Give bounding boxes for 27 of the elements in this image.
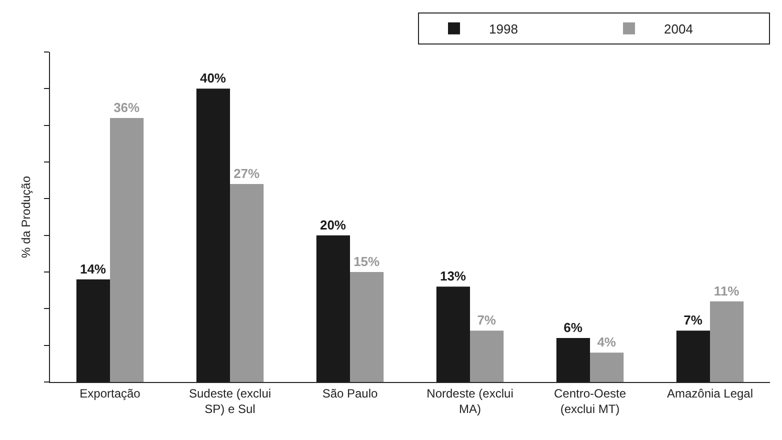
bar bbox=[710, 301, 744, 382]
x-tick-label: São Paulo bbox=[322, 386, 378, 400]
x-tick-label: Exportação bbox=[80, 386, 141, 400]
data-label: 27% bbox=[234, 166, 260, 181]
data-label: 15% bbox=[354, 254, 380, 269]
data-label: 7% bbox=[477, 312, 496, 328]
x-tick-label: Sudeste (exclui SP) e Sul bbox=[188, 386, 272, 416]
data-label: 20% bbox=[320, 217, 346, 232]
data-label: 6% bbox=[564, 320, 583, 335]
legend-label: 1998 bbox=[489, 21, 518, 36]
bar bbox=[470, 330, 504, 382]
x-tick-label: Amazônia Legal bbox=[666, 386, 754, 400]
data-label: 13% bbox=[440, 268, 466, 284]
data-label: 11% bbox=[714, 283, 740, 298]
x-tick-label: Centro-Oeste (exclui MT) bbox=[554, 386, 626, 416]
data-label: 40% bbox=[200, 70, 226, 86]
y-axis-title: % da Produção bbox=[18, 176, 33, 258]
data-label: 36% bbox=[114, 100, 140, 115]
bar bbox=[350, 272, 384, 382]
bar bbox=[110, 118, 144, 382]
data-label: 14% bbox=[80, 261, 106, 276]
x-tick-label: Nordeste (exclui MA) bbox=[426, 386, 514, 416]
data-label: 4% bbox=[597, 334, 616, 350]
legend-label: 2004 bbox=[664, 21, 693, 36]
data-label: 7% bbox=[684, 312, 703, 328]
bar bbox=[230, 184, 264, 382]
bar bbox=[590, 352, 624, 382]
